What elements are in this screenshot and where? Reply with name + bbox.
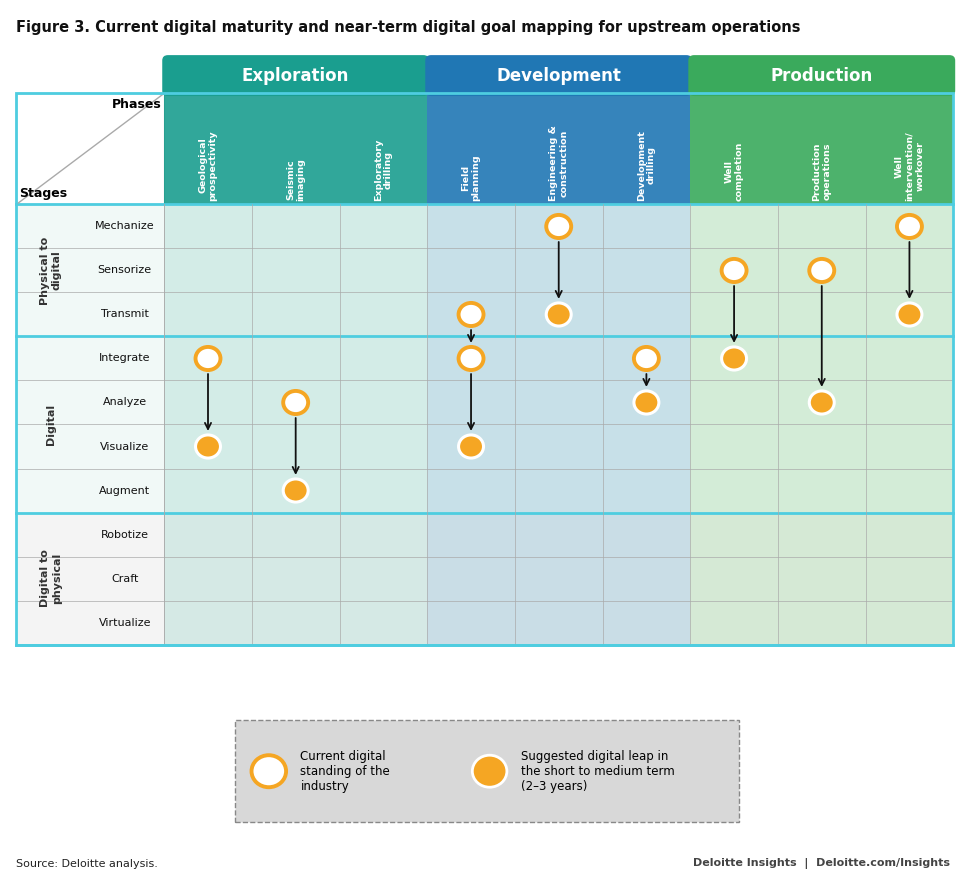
Circle shape <box>634 347 659 370</box>
Bar <box>16 93 953 645</box>
Text: Field
planning: Field planning <box>462 155 481 201</box>
Circle shape <box>459 347 484 370</box>
Circle shape <box>722 259 747 282</box>
Bar <box>690 93 778 204</box>
Bar <box>603 93 690 204</box>
Text: Phases: Phases <box>111 98 161 111</box>
Circle shape <box>196 435 221 458</box>
Text: Virtualize: Virtualize <box>99 618 151 628</box>
Text: Well
intervention/
workover: Well intervention/ workover <box>895 132 924 201</box>
Text: Development
drilling: Development drilling <box>636 130 656 201</box>
Bar <box>164 204 252 645</box>
Bar <box>603 204 690 645</box>
Circle shape <box>252 755 286 788</box>
Text: Craft: Craft <box>111 573 138 583</box>
Text: Seismic
imaging: Seismic imaging <box>286 158 305 201</box>
Text: Mechanize: Mechanize <box>95 221 155 231</box>
Circle shape <box>196 347 221 370</box>
Text: Integrate: Integrate <box>99 354 151 364</box>
Circle shape <box>459 303 484 326</box>
Circle shape <box>546 215 571 238</box>
Circle shape <box>897 303 922 326</box>
Bar <box>427 204 515 645</box>
Circle shape <box>809 259 834 282</box>
Bar <box>16 337 953 512</box>
Bar <box>164 93 252 204</box>
Text: Development: Development <box>496 67 621 84</box>
Circle shape <box>809 391 834 414</box>
Bar <box>515 93 603 204</box>
Bar <box>515 204 603 645</box>
Text: Sensorize: Sensorize <box>98 266 152 276</box>
Bar <box>16 204 953 337</box>
Bar <box>427 93 515 204</box>
Text: Visualize: Visualize <box>100 442 150 452</box>
Text: Figure 3. Current digital maturity and near-term digital goal mapping for upstre: Figure 3. Current digital maturity and n… <box>16 20 801 36</box>
Bar <box>340 93 427 204</box>
Text: Current digital
standing of the
industry: Current digital standing of the industry <box>300 749 390 793</box>
Bar <box>340 204 427 645</box>
Bar <box>252 93 340 204</box>
Text: Analyze: Analyze <box>103 397 147 407</box>
Text: Robotize: Robotize <box>101 530 149 540</box>
Circle shape <box>283 479 308 502</box>
Bar <box>866 204 953 645</box>
Text: Production
operations: Production operations <box>812 142 831 201</box>
Text: Transmit: Transmit <box>101 309 149 319</box>
Bar <box>252 204 340 645</box>
Bar <box>866 93 953 204</box>
Bar <box>16 93 164 204</box>
Bar <box>16 512 953 645</box>
Text: Suggested digital leap in
the short to medium term
(2–3 years): Suggested digital leap in the short to m… <box>521 749 675 793</box>
FancyBboxPatch shape <box>162 55 429 96</box>
Circle shape <box>897 215 922 238</box>
Text: Exploration: Exploration <box>242 67 349 84</box>
Bar <box>778 93 866 204</box>
FancyBboxPatch shape <box>425 55 692 96</box>
Circle shape <box>283 391 308 414</box>
Circle shape <box>634 391 659 414</box>
Circle shape <box>472 755 507 788</box>
Text: Well
completion: Well completion <box>725 141 744 201</box>
Text: Augment: Augment <box>99 485 151 495</box>
Bar <box>690 204 778 645</box>
Text: Physical to
digital: Physical to digital <box>40 236 61 305</box>
Text: Exploratory
drilling: Exploratory drilling <box>373 139 393 201</box>
Text: Engineering &
construction: Engineering & construction <box>549 125 568 201</box>
Text: Deloitte Insights  |  Deloitte.com/Insights: Deloitte Insights | Deloitte.com/Insight… <box>693 859 950 869</box>
Circle shape <box>459 347 484 370</box>
FancyBboxPatch shape <box>688 55 955 96</box>
Text: Production: Production <box>771 67 873 84</box>
Circle shape <box>459 435 484 458</box>
Text: Stages: Stages <box>19 187 67 200</box>
Text: Digital to
physical: Digital to physical <box>40 549 61 607</box>
Text: Source: Deloitte analysis.: Source: Deloitte analysis. <box>16 860 158 869</box>
Text: Digital: Digital <box>46 404 56 445</box>
Bar <box>778 204 866 645</box>
FancyBboxPatch shape <box>235 720 739 822</box>
Text: Geological
prospectivity: Geological prospectivity <box>199 131 218 201</box>
Circle shape <box>722 347 747 370</box>
Circle shape <box>546 303 571 326</box>
